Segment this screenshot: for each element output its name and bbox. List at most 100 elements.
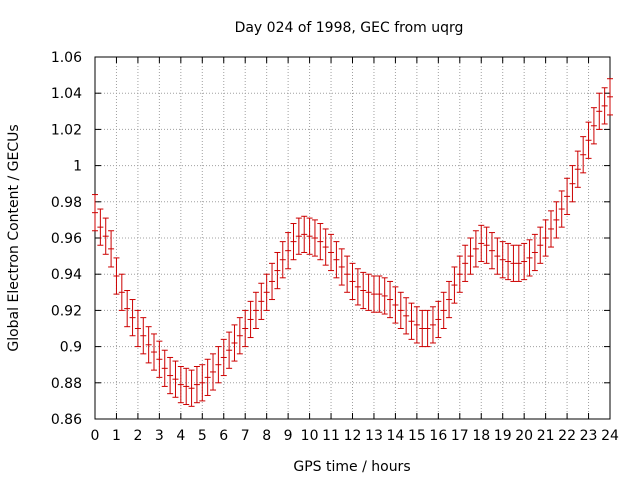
data-point — [553, 201, 560, 239]
data-point — [210, 353, 217, 391]
data-point — [124, 289, 131, 328]
data-point — [446, 280, 453, 319]
data-point — [161, 349, 168, 387]
x-tick-label: 23 — [580, 428, 598, 444]
data-point — [193, 366, 200, 404]
x-tick-label: 5 — [198, 428, 207, 444]
data-point — [328, 233, 335, 272]
data-point — [440, 291, 447, 329]
x-tick-label: 1 — [112, 428, 121, 444]
data-point — [451, 266, 458, 304]
data-series — [92, 78, 613, 407]
data-point — [381, 277, 388, 315]
data-point — [558, 190, 565, 228]
data-point — [607, 78, 613, 116]
y-tick-label: 1.02 — [51, 122, 82, 138]
data-point — [269, 262, 276, 301]
x-tick-label: 13 — [365, 428, 383, 444]
data-point — [317, 223, 324, 261]
y-tick-label: 0.86 — [51, 412, 82, 428]
data-point — [370, 275, 377, 313]
y-tick-label: 0.94 — [51, 267, 82, 283]
data-point — [403, 297, 410, 335]
data-point — [134, 309, 141, 348]
data-point — [113, 257, 120, 295]
y-tick-label: 1.06 — [51, 50, 82, 66]
data-point — [338, 248, 345, 286]
x-tick-label: 2 — [133, 428, 142, 444]
x-tick-label: 17 — [451, 428, 469, 444]
data-point — [295, 217, 302, 255]
data-point — [585, 121, 592, 159]
data-point — [344, 255, 351, 293]
data-point — [429, 306, 436, 344]
data-point — [215, 346, 222, 384]
data-point — [590, 107, 597, 145]
data-point — [392, 286, 399, 324]
x-tick-label: 22 — [558, 428, 576, 444]
data-point — [167, 356, 174, 395]
data-point — [252, 291, 259, 329]
data-point — [220, 338, 227, 377]
x-tick-label: 3 — [155, 428, 164, 444]
data-point — [510, 244, 517, 282]
x-tick-label: 21 — [537, 428, 555, 444]
data-point — [397, 291, 404, 329]
data-point — [258, 282, 265, 320]
data-point — [236, 317, 243, 355]
data-point — [177, 366, 184, 404]
x-tick-label: 7 — [241, 428, 250, 444]
data-point — [531, 233, 538, 272]
data-point — [424, 309, 431, 348]
data-point — [354, 268, 361, 306]
data-point — [472, 230, 479, 268]
data-point — [118, 273, 125, 311]
data-point — [526, 239, 533, 277]
x-tick-label: 9 — [284, 428, 293, 444]
data-point — [188, 369, 195, 407]
y-axis-title: Global Electron Content / GECUs — [6, 124, 22, 351]
data-point — [387, 280, 394, 319]
data-point — [172, 360, 179, 398]
data-point — [462, 244, 469, 282]
chart-title: Day 024 of 1998, GEC from uqrg — [235, 20, 464, 36]
data-point — [494, 237, 501, 275]
data-point — [108, 230, 115, 268]
data-point — [349, 262, 356, 301]
data-point — [129, 299, 136, 337]
y-tick-label: 0.98 — [51, 195, 82, 211]
data-point — [456, 255, 463, 293]
x-tick-label: 24 — [601, 428, 619, 444]
x-tick-label: 8 — [262, 428, 271, 444]
data-point — [183, 367, 190, 406]
x-tick-label: 4 — [176, 428, 185, 444]
x-tick-label: 6 — [219, 428, 228, 444]
data-point — [499, 241, 506, 279]
x-tick-label: 16 — [429, 428, 447, 444]
x-tick-label: 14 — [387, 428, 405, 444]
data-point — [311, 219, 318, 257]
y-tick-label: 1 — [73, 159, 82, 175]
data-point — [601, 87, 608, 125]
data-point — [580, 136, 587, 174]
data-point — [564, 177, 571, 215]
data-point — [274, 251, 281, 290]
data-point — [156, 340, 163, 378]
data-point — [290, 223, 297, 261]
data-point — [419, 309, 426, 348]
data-point — [596, 92, 603, 130]
x-tick-label: 20 — [515, 428, 533, 444]
data-point — [322, 228, 329, 266]
data-point — [204, 358, 211, 396]
data-point — [92, 194, 98, 232]
y-tick-label: 1.04 — [51, 86, 82, 102]
data-point — [488, 232, 495, 270]
x-tick-label: 0 — [91, 428, 100, 444]
data-point — [231, 324, 238, 362]
data-point — [537, 226, 544, 264]
data-point — [247, 300, 254, 339]
data-point — [226, 331, 233, 369]
y-tick-label: 0.96 — [51, 231, 82, 247]
data-point — [97, 208, 104, 246]
data-point — [199, 364, 206, 402]
